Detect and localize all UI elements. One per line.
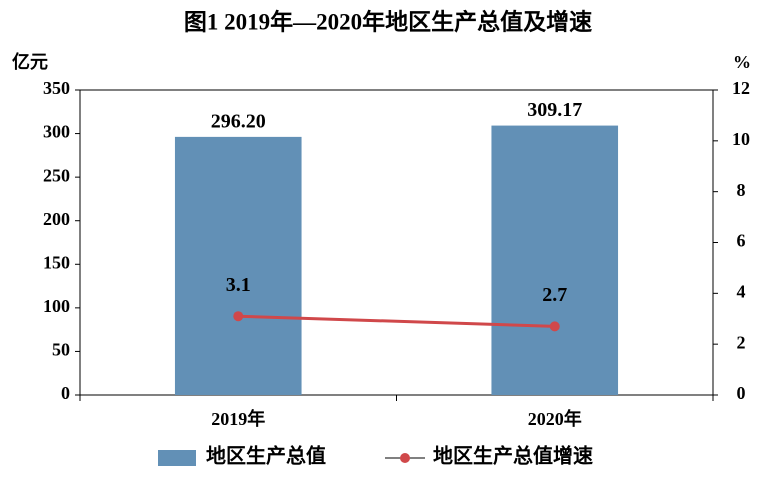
- line-value-label: 3.1: [226, 274, 251, 296]
- x-tick-label: 2020年: [528, 408, 582, 429]
- legend-swatch: [158, 450, 196, 466]
- y-tick-label: 250: [43, 165, 70, 185]
- y-tick-label: 0: [61, 383, 70, 403]
- y2-tick-label: 4: [737, 281, 746, 301]
- y2-tick-label: 8: [737, 180, 746, 200]
- legend-label: 地区生产总值增速: [433, 444, 593, 468]
- bar-value-label: 296.20: [211, 110, 266, 132]
- y-tick-label: 350: [43, 78, 70, 98]
- y-tick-label: 300: [43, 122, 70, 142]
- y2-tick-label: 2: [737, 332, 746, 352]
- legend-label: 地区生产总值: [206, 444, 326, 468]
- chart-title: 图1 2019年—2020年地区生产总值及增速: [184, 8, 592, 34]
- y2-tick-label: 0: [737, 383, 746, 403]
- y-tick-label: 100: [43, 296, 70, 316]
- y-tick-label: 200: [43, 209, 70, 229]
- bar-value-label: 309.17: [527, 99, 582, 121]
- line-point: [233, 311, 244, 322]
- y2-tick-label: 12: [732, 78, 750, 98]
- legend-swatch-point: [400, 453, 410, 463]
- y2-tick-label: 10: [732, 129, 750, 149]
- line-value-label: 2.7: [542, 284, 567, 306]
- y2-axis-label: %: [733, 52, 751, 72]
- y-tick-label: 150: [43, 252, 70, 272]
- y-tick-label: 50: [52, 340, 70, 360]
- x-tick-label: 2019年: [211, 408, 265, 429]
- bar: [491, 125, 619, 395]
- y-axis-label: 亿元: [12, 51, 48, 72]
- bar: [174, 136, 302, 395]
- line: [238, 314, 555, 328]
- line-point: [549, 321, 560, 332]
- y2-tick-label: 6: [737, 231, 746, 251]
